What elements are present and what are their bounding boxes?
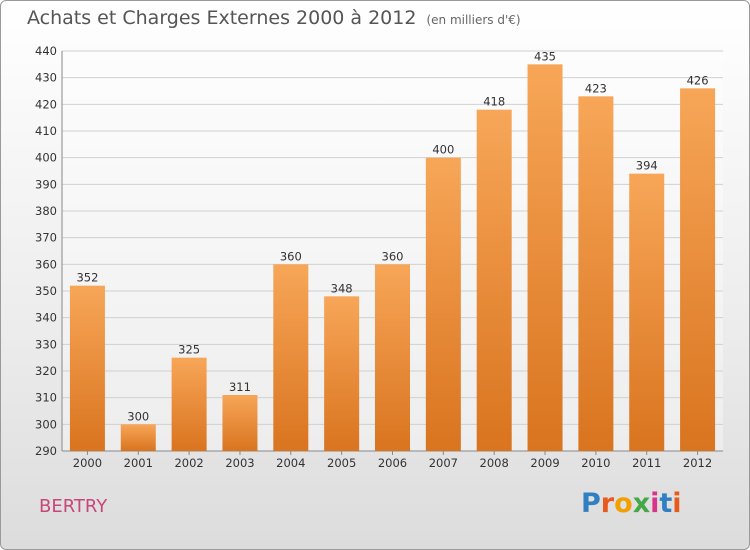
bar	[69, 285, 105, 451]
y-tick-label: 360	[35, 257, 57, 271]
x-tick-label: 2001	[124, 456, 153, 470]
x-tick-label: 2006	[378, 456, 407, 470]
logo-letter: i	[650, 488, 660, 519]
bar-value-label: 394	[636, 159, 658, 173]
y-tick-label: 340	[35, 311, 57, 325]
bar	[629, 173, 665, 451]
x-tick-label: 2003	[225, 456, 254, 470]
bar-value-label: 300	[127, 409, 149, 423]
y-tick-label: 370	[35, 231, 57, 245]
x-tick-label: 2008	[480, 456, 509, 470]
x-tick-label: 2009	[530, 456, 559, 470]
bar	[375, 264, 410, 451]
logo-letter: o	[614, 488, 633, 519]
y-tick-label: 440	[35, 44, 57, 58]
y-tick-label: 430	[35, 71, 57, 85]
x-tick-label: 2010	[581, 456, 610, 470]
bar-value-label: 423	[585, 81, 607, 95]
y-tick-label: 380	[35, 204, 57, 218]
bar	[527, 64, 563, 452]
town-name: BERTRY	[39, 496, 108, 517]
y-tick-label: 390	[35, 177, 57, 191]
chart-title: Achats et Charges Externes 2000 à 2012 (e…	[27, 7, 521, 29]
bar-value-label: 352	[76, 271, 98, 285]
x-tick-label: 2004	[276, 456, 305, 470]
bar-value-label: 360	[382, 249, 404, 263]
logo-letter: r	[600, 488, 615, 519]
y-tick-label: 310	[35, 391, 57, 405]
bar	[222, 395, 258, 451]
logo-letter: i	[672, 488, 682, 519]
x-tick-label: 2012	[683, 456, 712, 470]
bar	[324, 296, 360, 451]
bar-value-label: 418	[483, 95, 505, 109]
bar	[425, 157, 461, 451]
y-tick-label: 420	[35, 97, 57, 111]
y-tick-label: 300	[35, 417, 57, 431]
bar-value-label: 348	[331, 281, 353, 295]
logo-letter: P	[581, 488, 601, 519]
bar	[476, 109, 512, 452]
y-tick-label: 320	[35, 364, 57, 378]
bar-value-label: 400	[432, 143, 454, 157]
x-tick-label: 2011	[632, 456, 661, 470]
y-tick-label: 330	[35, 337, 57, 351]
proxiti-logo: Proxiti	[581, 488, 682, 519]
logo-letter: t	[659, 488, 673, 519]
x-tick-label: 2005	[327, 456, 356, 470]
bar-value-label: 435	[534, 49, 556, 63]
y-tick-label: 290	[35, 444, 57, 458]
bar	[578, 96, 614, 451]
bar-value-label: 426	[687, 73, 709, 87]
bar	[680, 88, 716, 451]
bar	[171, 357, 207, 451]
bar	[273, 264, 309, 451]
y-tick-label: 400	[35, 151, 57, 165]
y-tick-label: 350	[35, 284, 57, 298]
x-tick-label: 2007	[429, 456, 458, 470]
bar-value-label: 311	[229, 380, 251, 394]
y-tick-label: 410	[35, 124, 57, 138]
logo-letter: x	[632, 488, 651, 519]
bar-value-label: 360	[280, 249, 302, 263]
x-tick-label: 2002	[174, 456, 203, 470]
chart-subtitle: (en milliers d'€)	[426, 13, 521, 27]
bar	[120, 424, 156, 451]
bar-value-label: 325	[178, 343, 200, 357]
chart-title-text: Achats et Charges Externes 2000 à 2012	[27, 7, 417, 29]
x-tick-label: 2000	[73, 456, 102, 470]
